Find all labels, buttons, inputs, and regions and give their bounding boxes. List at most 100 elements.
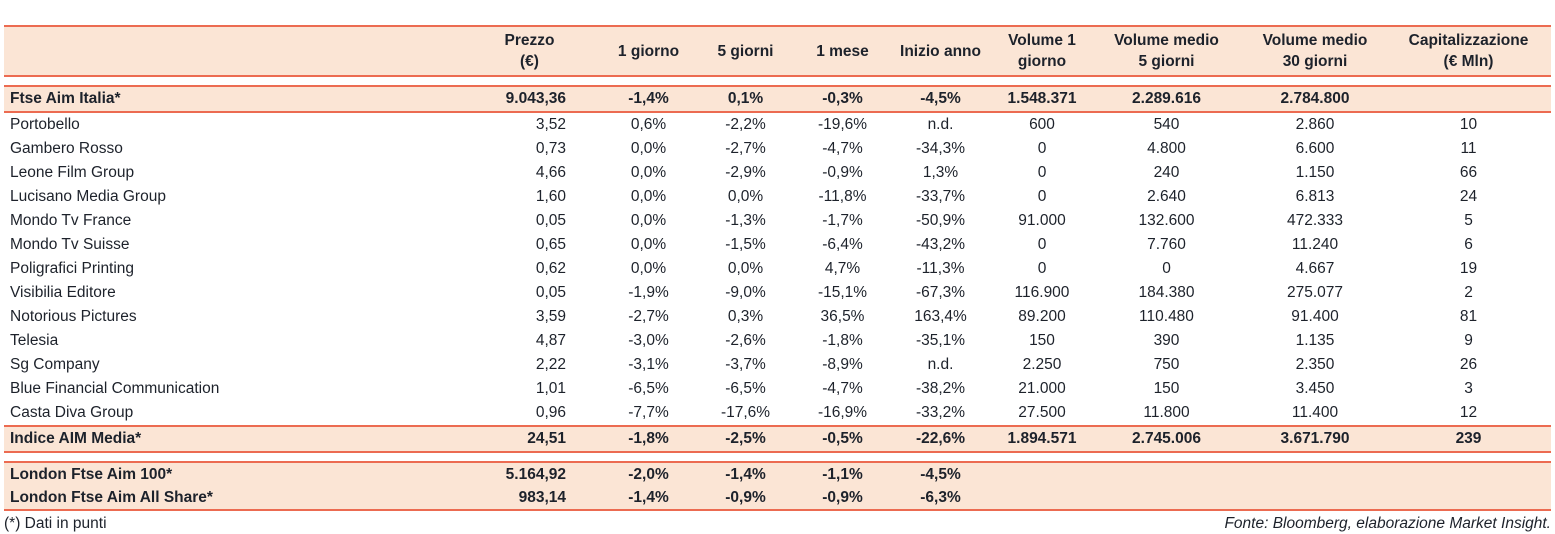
row-label: Indice AIM Media* bbox=[10, 430, 142, 447]
cell-vol1 bbox=[990, 463, 1094, 486]
cell-vol1: 27.500 bbox=[1018, 404, 1066, 421]
cell-m1: -8,9% bbox=[822, 356, 863, 373]
column-header-m1: 1 mese bbox=[816, 42, 869, 60]
cell-d1: 0,0% bbox=[630, 188, 667, 205]
cell-volm5: 4.800 bbox=[1147, 140, 1186, 157]
stock-row: Notorious Pictures 3,59 -2,7% 0,3% 36,5% 163,… bbox=[4, 305, 1551, 329]
cell-ytd: -4,5% bbox=[920, 466, 961, 483]
cell-volm30: 6.600 bbox=[1295, 140, 1335, 157]
cell-m1: 4,7% bbox=[824, 260, 861, 277]
cell-vol1: 0 bbox=[1037, 260, 1047, 277]
cell-vol1: 2.250 bbox=[1022, 356, 1062, 373]
cell-volm5: 2.640 bbox=[1147, 188, 1186, 205]
cell-prezzo: 0,73 bbox=[535, 140, 566, 157]
stock-row: Gambero Rosso 0,73 0,0% -2,7% -4,7% -34,3% 0 4.… bbox=[4, 137, 1551, 161]
london-gap bbox=[4, 453, 1551, 461]
row-label: Casta Diva Group bbox=[10, 404, 134, 421]
cell-volm30: 2.350 bbox=[1295, 356, 1335, 373]
cell-d5: 0,0% bbox=[727, 188, 764, 205]
cell-d5: 0,3% bbox=[727, 308, 764, 325]
cell-m1: -19,6% bbox=[817, 116, 868, 133]
index-row-ftse-aim-italia: Ftse Aim Italia* 9.043,36 -1,4% 0,1% -0,3% -4… bbox=[4, 87, 1551, 111]
stock-row: Sg Company 2,22 -3,1% -3,7% -8,9% n.d. 2.250 75… bbox=[4, 353, 1551, 377]
cell-d1: -3,1% bbox=[628, 356, 669, 373]
top-rule bbox=[4, 25, 1551, 27]
cell-ytd: -38,2% bbox=[915, 380, 966, 397]
cell-d5: -17,6% bbox=[720, 404, 771, 421]
row-label: London Ftse Aim 100* bbox=[10, 466, 173, 483]
cell-d5: -6,5% bbox=[725, 380, 766, 397]
cell-d5: -2,5% bbox=[725, 430, 766, 447]
cell-ytd: n.d. bbox=[927, 116, 954, 133]
london-bottom-rule bbox=[4, 509, 1551, 511]
cell-ytd: -11,3% bbox=[916, 260, 965, 277]
cell-prezzo: 2,22 bbox=[535, 356, 566, 373]
cell-cap: 12 bbox=[1459, 404, 1478, 421]
cell-ytd: -35,1% bbox=[915, 332, 966, 349]
stock-row: Poligrafici Printing 0,62 0,0% 0,0% 4,7% -11,… bbox=[4, 257, 1551, 281]
row-label: Mondo Tv Suisse bbox=[10, 236, 130, 253]
column-header-prezzo: Prezzo (€) bbox=[504, 32, 555, 70]
row-label: Sg Company bbox=[10, 356, 100, 373]
cell-d1: 0,0% bbox=[630, 236, 667, 253]
cell-prezzo: 4,87 bbox=[535, 332, 566, 349]
cell-volm5 bbox=[1094, 486, 1239, 509]
header-bottom-rule bbox=[4, 75, 1551, 77]
cell-volm5: 390 bbox=[1153, 332, 1180, 349]
cell-ytd: 1,3% bbox=[922, 164, 959, 181]
cell-d5: -1,5% bbox=[725, 236, 766, 253]
row-label: Ftse Aim Italia* bbox=[10, 90, 121, 107]
cell-d1: -1,4% bbox=[628, 90, 669, 107]
cell-prezzo: 983,14 bbox=[518, 489, 566, 506]
cell-volm5: 2.745.006 bbox=[1132, 430, 1201, 447]
cell-cap: 11 bbox=[1460, 140, 1477, 157]
cell-cap bbox=[1391, 87, 1546, 111]
row-label: Gambero Rosso bbox=[10, 140, 123, 157]
cell-volm30: 472.333 bbox=[1286, 212, 1344, 229]
cell-ytd: -4,5% bbox=[920, 90, 961, 107]
cell-volm30: 275.077 bbox=[1286, 284, 1344, 301]
row-label: Visibilia Editore bbox=[10, 284, 116, 301]
row-label: Telesia bbox=[10, 332, 59, 349]
cell-m1: -15,1% bbox=[817, 284, 868, 301]
cell-d5: 0,0% bbox=[727, 260, 764, 277]
table-footer: (*) Dati in punti Fonte: Bloomberg, elab… bbox=[4, 511, 1551, 533]
cell-vol1: 21.000 bbox=[1018, 380, 1066, 397]
cell-m1: -0,3% bbox=[822, 90, 863, 107]
cell-cap: 24 bbox=[1459, 188, 1478, 205]
cell-m1: 36,5% bbox=[820, 308, 865, 325]
cell-volm30: 11.240 bbox=[1291, 236, 1339, 253]
column-header-volm30: Volume medio 30 giorni bbox=[1262, 32, 1368, 70]
cell-volm5: 0 bbox=[1162, 260, 1171, 277]
cell-prezzo: 9.043,36 bbox=[505, 90, 566, 107]
cell-m1: -4,7% bbox=[822, 140, 863, 157]
cell-m1: -1,7% bbox=[822, 212, 863, 229]
cell-m1: -0,5% bbox=[822, 430, 863, 447]
column-header-d1: 1 giorno bbox=[617, 42, 680, 60]
cell-volm30: 3.450 bbox=[1295, 380, 1335, 397]
cell-d5: -9,0% bbox=[725, 284, 766, 301]
cell-m1: -0,9% bbox=[822, 489, 863, 506]
column-header-vol1: Volume 1 giorno bbox=[1008, 32, 1076, 70]
london-top-rule bbox=[4, 461, 1551, 463]
cell-vol1: 89.200 bbox=[1018, 308, 1066, 325]
row-label: Portobello bbox=[10, 116, 80, 133]
cell-cap: 26 bbox=[1459, 356, 1478, 373]
cell-volm5: 132.600 bbox=[1138, 212, 1195, 229]
cell-d1: -2,0% bbox=[628, 466, 669, 483]
cell-d5: -2,7% bbox=[725, 140, 766, 157]
cell-cap bbox=[1391, 486, 1546, 509]
stock-row: Leone Film Group 4,66 0,0% -2,9% -0,9% 1,3% 0 2… bbox=[4, 161, 1551, 185]
cell-cap: 10 bbox=[1459, 116, 1478, 133]
cell-cap: 19 bbox=[1459, 260, 1478, 277]
cell-d1: 0,0% bbox=[630, 140, 667, 157]
cell-ytd: n.d. bbox=[927, 356, 954, 373]
index-row-indice-aim-media: Indice AIM Media* 24,51 -1,8% -2,5% -0,5% -22… bbox=[4, 427, 1551, 451]
cell-m1: -4,7% bbox=[822, 380, 863, 397]
cell-m1: -11,8% bbox=[818, 188, 867, 205]
stock-row: Lucisano Media Group 1,60 0,0% 0,0% -11,8% -3… bbox=[4, 185, 1551, 209]
cell-d1: -7,7% bbox=[628, 404, 669, 421]
cell-prezzo: 5.164,92 bbox=[505, 466, 566, 483]
cell-volm30: 11.400 bbox=[1291, 404, 1339, 421]
